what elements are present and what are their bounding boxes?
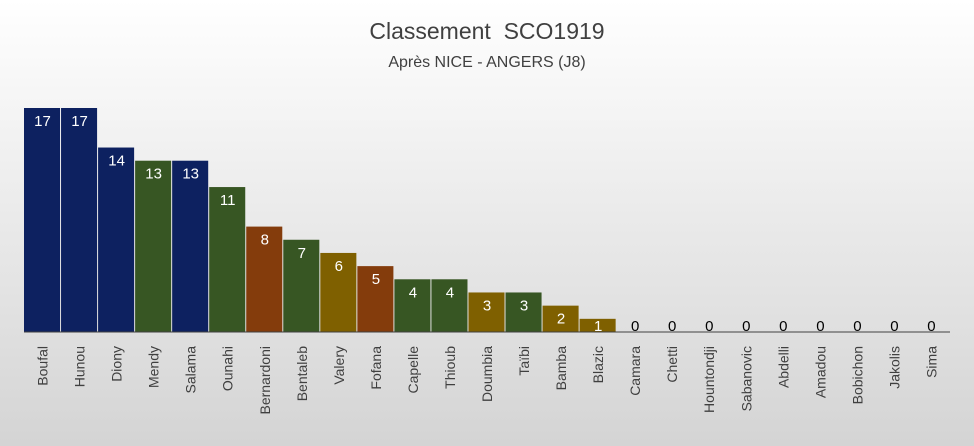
x-tick-label-capelle: Capelle — [405, 346, 421, 394]
x-tick-label-doumbia: Doumbia — [479, 346, 495, 402]
data-label-salama: 13 — [182, 166, 199, 183]
x-tick-label-taïbi: Taïbi — [516, 346, 532, 376]
x-tick-label-chetti: Chetti — [664, 346, 680, 383]
data-label-bobichon: 0 — [853, 318, 861, 335]
data-label-blazic: 1 — [594, 318, 602, 335]
bar-hunou — [61, 108, 98, 332]
data-label-hunou: 17 — [71, 113, 88, 130]
data-label-bernardoni: 8 — [261, 232, 269, 249]
x-tick-label-mendy: Mendy — [146, 346, 162, 388]
x-tick-label-sabanovic: Sabanovic — [738, 346, 754, 411]
bar-doumbia — [468, 292, 505, 332]
x-tick-label-bobichon: Bobichon — [849, 346, 865, 404]
x-tick-label-amadou: Amadou — [812, 346, 828, 398]
x-tick-label-jakolis: Jakolis — [886, 346, 902, 389]
data-label-camara: 0 — [631, 318, 639, 335]
bar-taïbi — [505, 292, 542, 332]
data-label-thioub: 4 — [446, 284, 454, 301]
x-tick-label-valery: Valery — [331, 346, 347, 385]
data-label-diony: 14 — [108, 153, 125, 170]
bar-series: 17 17 14 13 13 11 8 7 6 5 4 4 3 3 2 1 0 0 0 0 0 0 0 0 0 — [24, 108, 936, 335]
x-tick-label-fofana: Fofana — [368, 346, 384, 390]
data-label-fofana: 5 — [372, 271, 380, 288]
bar-blazic — [579, 318, 616, 332]
data-label-bamba: 2 — [557, 311, 565, 328]
data-label-hountondji: 0 — [705, 318, 713, 335]
data-label-jakolis: 0 — [890, 318, 898, 335]
bar-salama — [172, 160, 209, 332]
x-tick-label-blazic: Blazic — [590, 346, 606, 383]
data-label-amadou: 0 — [816, 318, 824, 335]
bar-valery — [320, 252, 357, 332]
bar-bamba — [542, 305, 579, 332]
x-tick-label-hunou: Hunou — [72, 346, 88, 387]
bar-capelle — [394, 279, 431, 332]
data-label-taïbi: 3 — [520, 297, 528, 314]
x-tick-label-ounahi: Ounahi — [220, 346, 236, 391]
data-label-capelle: 4 — [409, 284, 417, 301]
data-label-abdelli: 0 — [779, 318, 787, 335]
bar-bentaleb — [283, 239, 320, 332]
bar-mendy — [135, 160, 172, 332]
bar-ounahi — [209, 187, 246, 332]
x-tick-label-sima: Sima — [923, 346, 939, 378]
chart-subtitle: Après NICE - ANGERS (J8) — [388, 54, 585, 71]
data-label-mendy: 13 — [145, 166, 162, 183]
data-label-sima: 0 — [927, 318, 935, 335]
x-tick-label-bentaleb: Bentaleb — [294, 346, 310, 401]
bar-boufal — [24, 108, 61, 332]
x-tick-label-abdelli: Abdelli — [775, 346, 791, 388]
bar-fofana — [357, 266, 394, 332]
chart-title: Classement SCO1919 — [369, 18, 604, 44]
x-tick-label-salama: Salama — [183, 346, 199, 394]
bar-diony — [98, 147, 135, 332]
x-tick-label-thioub: Thioub — [442, 346, 458, 389]
data-label-bentaleb: 7 — [298, 245, 306, 262]
x-tick-label-bernardoni: Bernardoni — [257, 346, 273, 415]
data-label-sabanovic: 0 — [742, 318, 750, 335]
data-label-ounahi: 11 — [220, 192, 236, 209]
x-tick-labels: Boufal Hunou Diony Mendy Salama Ounahi Bernard… — [35, 346, 940, 415]
x-tick-label-hountondji: Hountondji — [701, 346, 717, 413]
data-label-doumbia: 3 — [483, 297, 491, 314]
x-tick-label-bamba: Bamba — [553, 346, 569, 391]
bar-thioub — [431, 279, 468, 332]
x-tick-label-diony: Diony — [109, 346, 125, 382]
bar-bernardoni — [246, 226, 283, 332]
x-tick-label-boufal: Boufal — [35, 346, 51, 386]
x-tick-label-camara: Camara — [627, 346, 643, 396]
data-label-chetti: 0 — [668, 318, 676, 335]
data-label-boufal: 17 — [34, 113, 51, 130]
data-label-valery: 6 — [335, 258, 343, 275]
